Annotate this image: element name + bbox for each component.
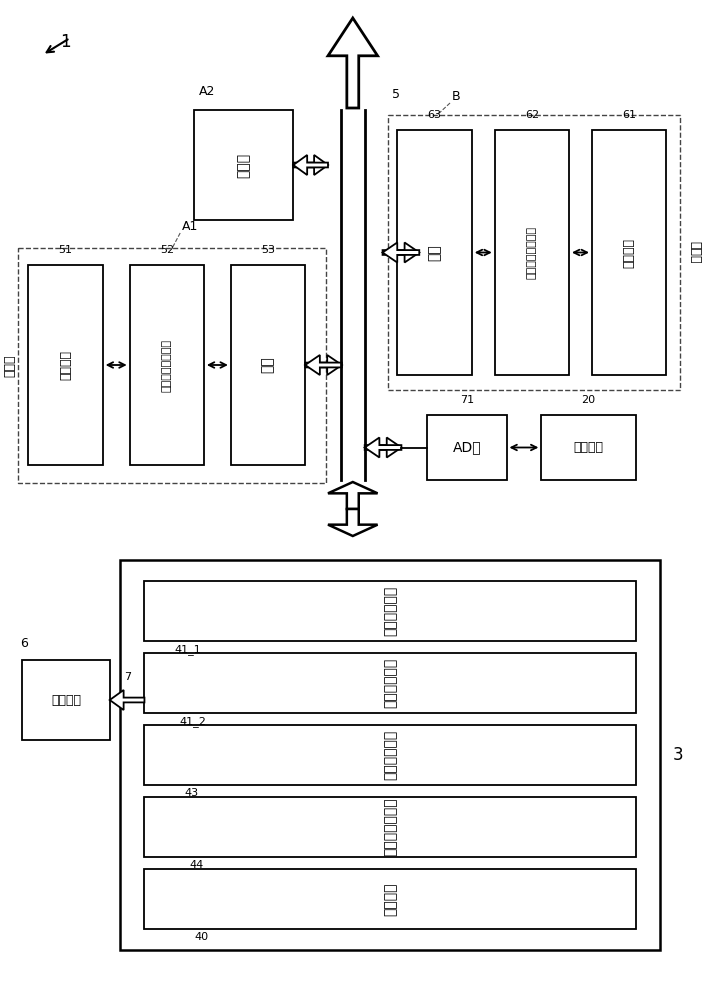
- Text: 室内机控制部: 室内机控制部: [383, 658, 397, 708]
- Bar: [145, 797, 635, 857]
- Polygon shape: [110, 690, 145, 710]
- Text: 室内机本地控制器: 室内机本地控制器: [161, 338, 172, 391]
- Text: 3: 3: [673, 746, 683, 764]
- Text: 网关: 网关: [428, 244, 442, 261]
- Polygon shape: [305, 355, 342, 375]
- Polygon shape: [293, 155, 328, 175]
- Bar: [231, 265, 305, 465]
- Text: 室外机: 室外机: [689, 241, 701, 264]
- Bar: [592, 130, 666, 375]
- Text: 6: 6: [20, 637, 28, 650]
- Text: 室内机控制部: 室内机控制部: [383, 586, 397, 636]
- Bar: [18, 248, 326, 483]
- Text: 检修装置: 检修装置: [51, 694, 81, 706]
- Text: A2: A2: [199, 85, 216, 98]
- Polygon shape: [383, 242, 419, 262]
- Text: 41_2: 41_2: [179, 716, 206, 727]
- Text: 5: 5: [392, 89, 400, 102]
- Polygon shape: [365, 438, 402, 458]
- Bar: [28, 265, 102, 465]
- Text: AD板: AD板: [453, 440, 481, 454]
- Text: 室外机本地控制器: 室外机本地控制器: [527, 226, 537, 279]
- Text: 各种设备: 各种设备: [623, 237, 635, 267]
- Text: 43: 43: [184, 788, 198, 798]
- Text: 7: 7: [124, 672, 131, 682]
- Bar: [194, 110, 293, 220]
- Polygon shape: [328, 509, 378, 536]
- Text: 40: 40: [194, 932, 208, 942]
- Text: 室内机: 室内机: [237, 152, 251, 178]
- Text: 51: 51: [58, 245, 72, 255]
- Bar: [145, 869, 635, 929]
- Text: 主控制部: 主控制部: [383, 882, 397, 916]
- Text: 62: 62: [525, 110, 539, 120]
- Text: 20: 20: [581, 395, 595, 405]
- Bar: [145, 725, 635, 785]
- Text: 室内机: 室内机: [4, 354, 16, 377]
- Text: 网关: 网关: [261, 357, 275, 373]
- Text: 室外机控制部: 室外机控制部: [383, 730, 397, 780]
- Text: 1: 1: [60, 33, 71, 51]
- Text: 44: 44: [189, 860, 204, 870]
- Text: 41_1: 41_1: [174, 644, 201, 655]
- Bar: [388, 115, 680, 390]
- Text: 53: 53: [261, 245, 275, 255]
- Text: 各种设备: 各种设备: [59, 350, 72, 380]
- Polygon shape: [328, 482, 378, 509]
- Text: 63: 63: [428, 110, 442, 120]
- Bar: [130, 265, 204, 465]
- Text: A1: A1: [182, 220, 199, 233]
- Polygon shape: [383, 242, 419, 262]
- Polygon shape: [365, 438, 402, 458]
- Bar: [145, 581, 635, 641]
- Text: 故障预测控制部: 故障预测控制部: [383, 798, 397, 856]
- Bar: [145, 653, 635, 713]
- Polygon shape: [328, 18, 378, 108]
- Text: B: B: [452, 90, 461, 103]
- Polygon shape: [293, 155, 328, 175]
- Bar: [397, 130, 472, 375]
- Text: 61: 61: [622, 110, 636, 120]
- Text: 传感器类: 传感器类: [574, 441, 604, 454]
- Bar: [119, 560, 661, 950]
- Text: 71: 71: [460, 395, 474, 405]
- Bar: [428, 415, 507, 480]
- Polygon shape: [305, 355, 342, 375]
- Text: 52: 52: [160, 245, 174, 255]
- Bar: [22, 660, 110, 740]
- Bar: [495, 130, 569, 375]
- Bar: [541, 415, 635, 480]
